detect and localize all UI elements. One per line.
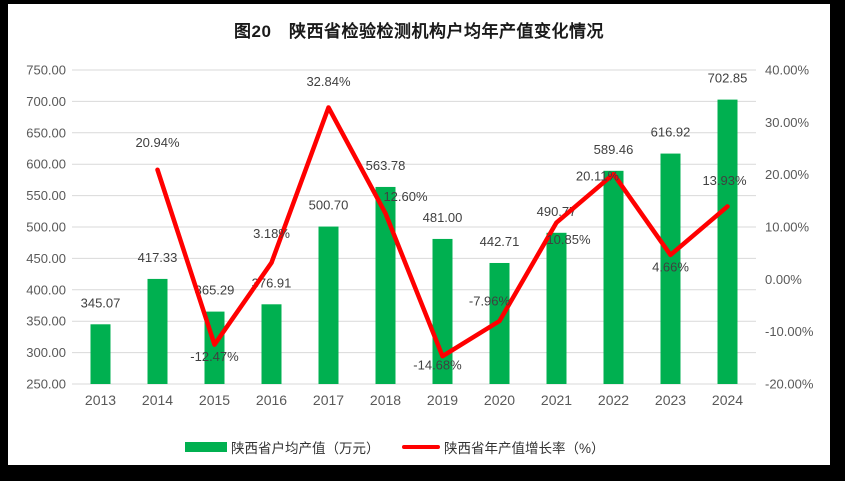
left-axis-tick: 300.00 [26,345,66,360]
bar-2023 [660,153,681,384]
bar-2014 [147,278,168,384]
bar-2018 [375,186,396,384]
left-axis-tick: 700.00 [26,94,66,109]
x-axis-label-2016: 2016 [256,392,287,408]
x-axis-label-2013: 2013 [85,392,116,408]
x-axis-label-2023: 2023 [655,392,686,408]
bar-series-swatch [185,442,227,452]
x-axis-label-2022: 2022 [598,392,629,408]
chart-legend: 陕西省户均产值（万元） 陕西省年产值增长率（%） [8,436,830,458]
x-axis-labels: 2013 2014 2015 2016 2017 2018 2019 2020 2021 2022… [85,392,743,408]
bar-label-2015: 365.29 [195,283,235,298]
line-label-2020: -7.96% [469,293,511,308]
bar-2013 [90,324,111,384]
left-axis-tick: 600.00 [26,157,66,172]
legend-item-bar-series: 陕西省户均产值（万元） [185,436,380,458]
bar-2024 [717,99,738,384]
right-axis-tick: 20.00% [765,167,810,182]
right-axis-tick: -20.00% [765,377,814,392]
line-label-2021: 10.85% [546,232,591,247]
bar-2022 [603,170,624,384]
right-axis-tick: 0.00% [765,272,802,287]
x-axis-label-2014: 2014 [142,392,173,408]
bar-label-2023: 616.92 [651,125,691,140]
right-axis-tick: 30.00% [765,115,810,130]
bar-2017 [318,226,339,384]
left-axis-tick: 550.00 [26,188,66,203]
left-axis-tick: 400.00 [26,282,66,297]
x-axis-label-2021: 2021 [541,392,572,408]
line-label-2023: 4.66% [652,259,689,274]
x-axis-label-2015: 2015 [199,392,230,408]
bar-label-2014: 417.33 [138,250,178,265]
line-series-label: 陕西省年产值增长率（%） [444,441,605,456]
chart-title: 图20 陕西省检验检测机构户均年产值变化情况 [234,22,604,41]
legend-item-line-series: 陕西省年产值增长率（%） [402,436,605,458]
right-axis-tick: -10.00% [765,324,814,339]
line-label-2016: 3.18% [253,226,290,241]
gridlines-group [72,69,756,385]
x-axis-label-2019: 2019 [427,392,458,408]
right-axis-tick: 10.00% [765,220,810,235]
line-label-2015: -12.47% [190,349,239,364]
line-label-2019: -14.68% [413,358,462,373]
x-axis-label-2024: 2024 [712,392,743,408]
line-labels-group: 20.94% -12.47% 3.18% 32.84% 12.60% -14.68% -7.… [135,74,747,373]
line-label-2022: 20.11% [576,169,620,184]
chart-plot: 250.00 300.00 350.00 400.00 450.00 500.00 550.… [26,63,814,409]
line-label-2017: 32.84% [306,74,351,89]
x-axis-label-2017: 2017 [313,392,344,408]
growth-rate-line [155,105,730,359]
left-axis-labels: 250.00 300.00 350.00 400.00 450.00 500.00 550.… [26,63,66,392]
left-axis-tick: 250.00 [26,377,66,392]
left-axis-tick: 750.00 [26,63,66,78]
bar-label-2019: 481.00 [423,210,463,225]
line-group [155,105,730,359]
right-axis-labels: -20.00% -10.00% 0.00% 10.00% 20.00% 30.00% 40.… [765,63,814,392]
bar-label-2018: 563.78 [366,158,406,173]
bar-label-2013: 345.07 [81,295,121,310]
line-label-2024: 13.93% [702,173,747,188]
bar-2021 [546,232,567,384]
bar-label-2022: 589.46 [594,142,634,157]
bars-group [90,99,738,384]
left-axis-tick: 500.00 [26,220,66,235]
bar-label-2020: 442.71 [480,234,520,249]
left-axis-tick: 450.00 [26,251,66,266]
line-series-swatch [402,444,440,450]
chart-canvas: 图20 陕西省检验检测机构户均年产值变化情况 250.00 300.00 350.0… [8,4,830,465]
bar-series-label: 陕西省户均产值（万元） [231,441,380,456]
left-axis-tick: 350.00 [26,314,66,329]
right-axis-tick: 40.00% [765,63,810,78]
bar-label-2017: 500.70 [309,198,349,213]
x-axis-label-2020: 2020 [484,392,515,408]
left-axis-tick: 650.00 [26,125,66,140]
line-label-2018: 12.60% [383,189,428,204]
bar-label-2024: 702.85 [708,71,748,86]
bar-2016 [261,304,282,384]
line-label-2014: 20.94% [135,135,180,150]
x-axis-label-2018: 2018 [370,392,401,408]
